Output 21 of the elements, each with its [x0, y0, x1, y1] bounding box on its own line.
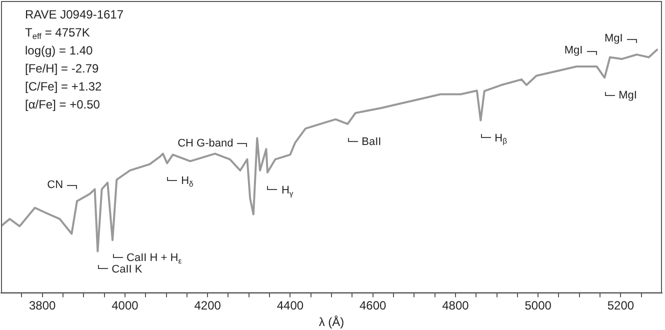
- annotation: BaII: [362, 136, 382, 148]
- x-axis-title: λ (Å): [318, 315, 344, 330]
- x-tick-label: 4000: [112, 298, 139, 313]
- annotation: MgI: [618, 90, 637, 102]
- x-tick-label: 4400: [276, 298, 304, 313]
- annotation: [C/Fe] = +1.32: [25, 79, 102, 94]
- annotation: log(g) = 1.40: [25, 43, 94, 58]
- x-tick-label: 4600: [359, 298, 386, 313]
- annotation: CN: [47, 179, 64, 192]
- text: RAVE J0949-1617: [25, 7, 124, 22]
- x-tick-label: 3800: [28, 298, 56, 313]
- annotation: MgI: [604, 32, 623, 45]
- annotation: [Fe/H] = -2.79: [25, 61, 100, 76]
- annotation: [α/Fe] = +0.50: [25, 97, 100, 112]
- annotation: CH G-band: [178, 137, 234, 150]
- x-tick-label: 5200: [607, 298, 634, 313]
- annotation: MgI: [564, 44, 583, 57]
- x-tick-label: 5000: [524, 298, 552, 313]
- annotation: CaII K: [112, 263, 143, 276]
- x-tick-label: 4800: [442, 298, 470, 313]
- x-tick-label: 4200: [194, 298, 222, 313]
